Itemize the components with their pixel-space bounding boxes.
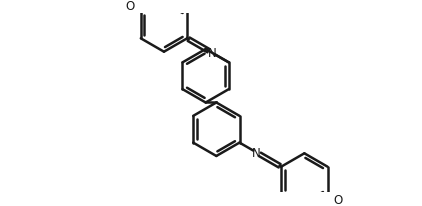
Text: N: N bbox=[252, 146, 261, 159]
Text: N: N bbox=[208, 47, 216, 60]
Text: O: O bbox=[334, 193, 343, 206]
Text: O: O bbox=[125, 0, 135, 13]
